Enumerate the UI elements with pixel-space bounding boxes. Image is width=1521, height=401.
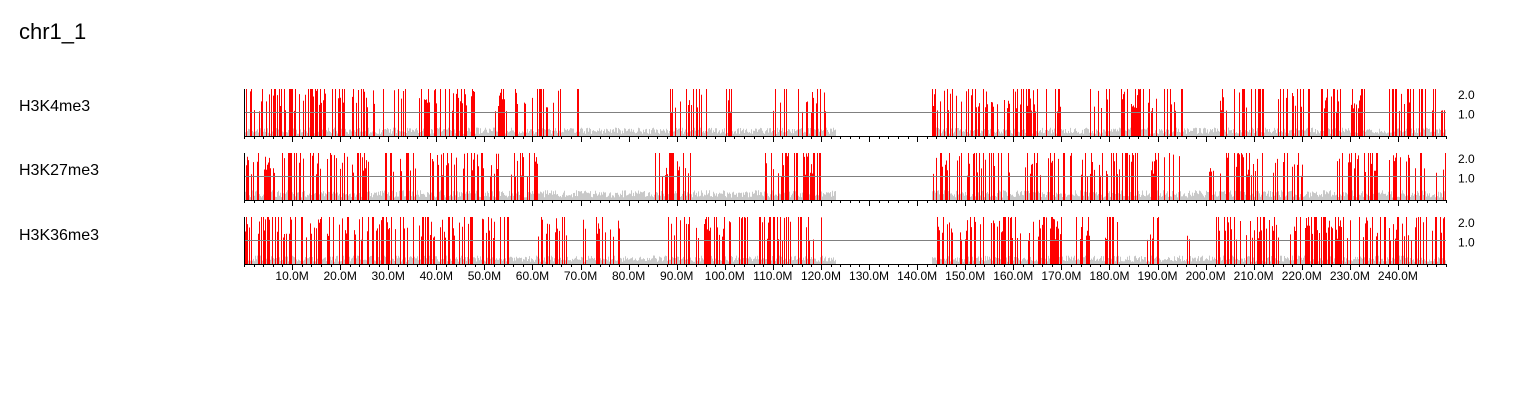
x-tick-label: 20.0M (323, 269, 356, 283)
x-tick-label: 50.0M (468, 269, 501, 283)
y-tick-label: 1.0 (1458, 236, 1475, 250)
x-tick-label: 190.0M (1138, 269, 1178, 283)
x-tick-label: 60.0M (516, 269, 549, 283)
x-tick-label: 150.0M (945, 269, 985, 283)
y-tick-label: 1.0 (1458, 172, 1475, 186)
y-tick-label: 2.0 (1458, 88, 1475, 102)
x-tick-label: 240.0M (1378, 269, 1418, 283)
x-tick-label: 110.0M (753, 269, 792, 283)
x-tick-label: 90.0M (660, 269, 693, 283)
track-h3k36me3: 1.02.0 (244, 216, 1475, 270)
x-tick-label: 120.0M (801, 269, 841, 283)
background-signal (244, 255, 1446, 264)
x-tick-label: 30.0M (372, 269, 405, 283)
x-tick-label: 160.0M (993, 269, 1033, 283)
x-tick-label: 230.0M (1330, 269, 1370, 283)
x-tick-label: 130.0M (849, 269, 889, 283)
track-h3k4me3: 1.02.0 (244, 88, 1475, 142)
x-tick-label: 40.0M (420, 269, 453, 283)
x-tick-label: 220.0M (1282, 269, 1322, 283)
x-tick-label: 180.0M (1089, 269, 1129, 283)
x-tick-label: 200.0M (1186, 269, 1226, 283)
chart-title: chr1_1 (19, 19, 87, 44)
x-tick-label: 100.0M (705, 269, 745, 283)
x-tick-label: 210.0M (1234, 269, 1274, 283)
y-tick-label: 2.0 (1458, 216, 1475, 230)
x-tick-label: 10.0M (275, 269, 308, 283)
y-tick-label: 2.0 (1458, 152, 1475, 166)
x-tick-label: 170.0M (1041, 269, 1081, 283)
track-label-h3k27me3: H3K27me3 (19, 162, 100, 179)
track-h3k27me3: 1.02.0 (244, 152, 1475, 206)
track-label-h3k36me3: H3K36me3 (19, 227, 100, 244)
y-tick-label: 1.0 (1458, 108, 1475, 122)
x-tick-label: 140.0M (897, 269, 937, 283)
track-label-h3k4me3: H3K4me3 (19, 98, 91, 115)
background-signal (244, 190, 1446, 200)
x-tick-label: 80.0M (612, 269, 645, 283)
x-tick-label: 70.0M (564, 269, 597, 283)
